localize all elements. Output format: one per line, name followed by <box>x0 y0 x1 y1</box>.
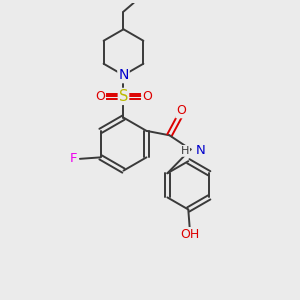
Text: N: N <box>118 68 129 82</box>
Text: OH: OH <box>180 228 200 241</box>
Text: S: S <box>119 89 128 104</box>
Text: H: H <box>181 146 189 156</box>
Text: O: O <box>95 90 105 103</box>
Text: O: O <box>176 104 186 117</box>
Text: N: N <box>196 144 206 158</box>
Text: O: O <box>142 90 152 103</box>
Text: F: F <box>70 152 77 165</box>
